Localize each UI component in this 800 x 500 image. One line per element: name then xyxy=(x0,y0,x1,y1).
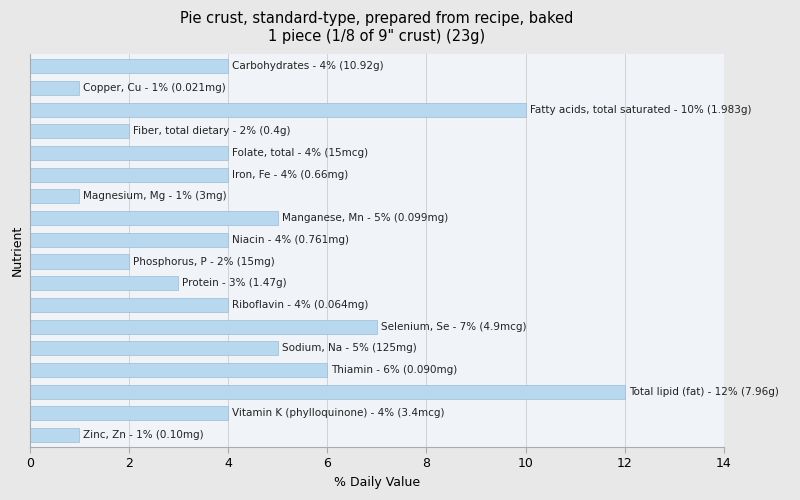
Bar xyxy=(30,254,129,268)
Text: Vitamin K (phylloquinone) - 4% (3.4mcg): Vitamin K (phylloquinone) - 4% (3.4mcg) xyxy=(232,408,445,418)
Text: Selenium, Se - 7% (4.9mcg): Selenium, Se - 7% (4.9mcg) xyxy=(381,322,526,332)
Text: Sodium, Na - 5% (125mg): Sodium, Na - 5% (125mg) xyxy=(282,343,416,353)
Title: Pie crust, standard-type, prepared from recipe, baked
1 piece (1/8 of 9" crust) : Pie crust, standard-type, prepared from … xyxy=(180,11,574,44)
Bar xyxy=(30,102,526,117)
Bar xyxy=(30,320,377,334)
Bar xyxy=(30,428,79,442)
Text: Protein - 3% (1.47g): Protein - 3% (1.47g) xyxy=(182,278,287,288)
Bar xyxy=(30,190,79,203)
Text: Riboflavin - 4% (0.064mg): Riboflavin - 4% (0.064mg) xyxy=(232,300,369,310)
Text: Niacin - 4% (0.761mg): Niacin - 4% (0.761mg) xyxy=(232,235,349,245)
Text: Carbohydrates - 4% (10.92g): Carbohydrates - 4% (10.92g) xyxy=(232,62,384,72)
Bar xyxy=(30,233,228,247)
Bar xyxy=(30,60,228,74)
Text: Copper, Cu - 1% (0.021mg): Copper, Cu - 1% (0.021mg) xyxy=(83,83,226,93)
Bar xyxy=(30,146,228,160)
Text: Folate, total - 4% (15mcg): Folate, total - 4% (15mcg) xyxy=(232,148,368,158)
Text: Phosphorus, P - 2% (15mg): Phosphorus, P - 2% (15mg) xyxy=(133,256,274,266)
Bar xyxy=(30,276,178,290)
Bar xyxy=(30,406,228,420)
Text: Total lipid (fat) - 12% (7.96g): Total lipid (fat) - 12% (7.96g) xyxy=(629,386,778,396)
Bar xyxy=(30,298,228,312)
Text: Manganese, Mn - 5% (0.099mg): Manganese, Mn - 5% (0.099mg) xyxy=(282,213,448,223)
Text: Fiber, total dietary - 2% (0.4g): Fiber, total dietary - 2% (0.4g) xyxy=(133,126,290,136)
Bar xyxy=(30,384,625,398)
Bar xyxy=(30,81,79,95)
Bar xyxy=(30,363,327,377)
Text: Thiamin - 6% (0.090mg): Thiamin - 6% (0.090mg) xyxy=(331,365,458,375)
Text: Zinc, Zn - 1% (0.10mg): Zinc, Zn - 1% (0.10mg) xyxy=(83,430,204,440)
X-axis label: % Daily Value: % Daily Value xyxy=(334,476,420,489)
Text: Iron, Fe - 4% (0.66mg): Iron, Fe - 4% (0.66mg) xyxy=(232,170,348,180)
Y-axis label: Nutrient: Nutrient xyxy=(11,225,24,276)
Text: Magnesium, Mg - 1% (3mg): Magnesium, Mg - 1% (3mg) xyxy=(83,192,227,202)
Bar xyxy=(30,341,278,355)
Bar xyxy=(30,124,129,138)
Bar xyxy=(30,211,278,225)
Bar xyxy=(30,168,228,182)
Text: Fatty acids, total saturated - 10% (1.983g): Fatty acids, total saturated - 10% (1.98… xyxy=(530,104,751,115)
